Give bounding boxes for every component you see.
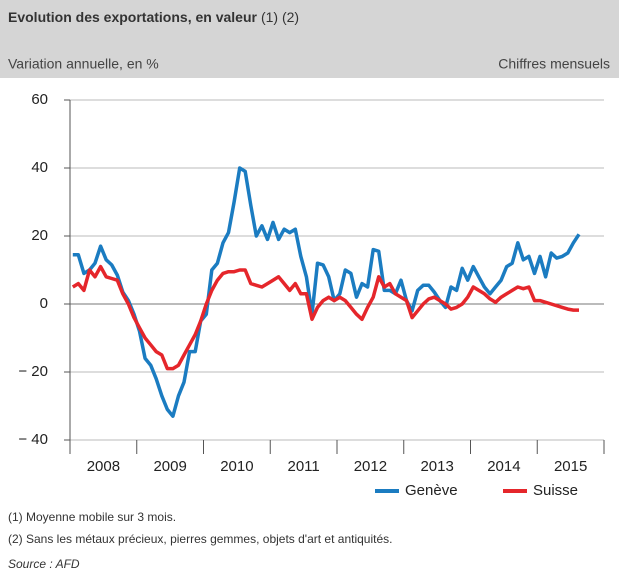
y-tick-label: − 40 [18, 431, 48, 448]
source: Source : AFD [8, 557, 80, 571]
header-band [0, 0, 619, 78]
x-tick-label: 2008 [87, 458, 120, 475]
title-main: Evolution des exportations, en valeur [8, 9, 257, 25]
legend-label: Genève [405, 482, 458, 499]
chart-title: Evolution des exportations, en valeur (1)… [8, 9, 299, 25]
series-line [71, 264, 579, 371]
subtitle-right: Chiffres mensuels [498, 56, 610, 72]
footnote: (2) Sans les métaux précieux, pierres ge… [8, 532, 392, 546]
title-note: (1) (2) [261, 9, 299, 25]
y-tick-label: 40 [31, 159, 48, 176]
x-tick-label: 2015 [554, 458, 587, 475]
x-tick-label: 2013 [420, 458, 453, 475]
x-tick-label: 2014 [487, 458, 520, 475]
x-tick-label: 2012 [354, 458, 387, 475]
y-tick-label: 20 [31, 227, 48, 244]
x-tick-label: 2011 [287, 458, 319, 475]
y-tick-label: 60 [31, 91, 48, 108]
legend-label: Suisse [533, 482, 578, 499]
y-tick-label: 0 [40, 295, 48, 312]
series-line [72, 166, 581, 418]
subtitle: Variation annuelle, en % [8, 56, 159, 72]
x-tick-label: 2009 [153, 458, 186, 475]
y-tick-label: − 20 [18, 363, 48, 380]
footnote: (1) Moyenne mobile sur 3 mois. [8, 510, 176, 524]
x-tick-label: 2010 [220, 458, 253, 475]
